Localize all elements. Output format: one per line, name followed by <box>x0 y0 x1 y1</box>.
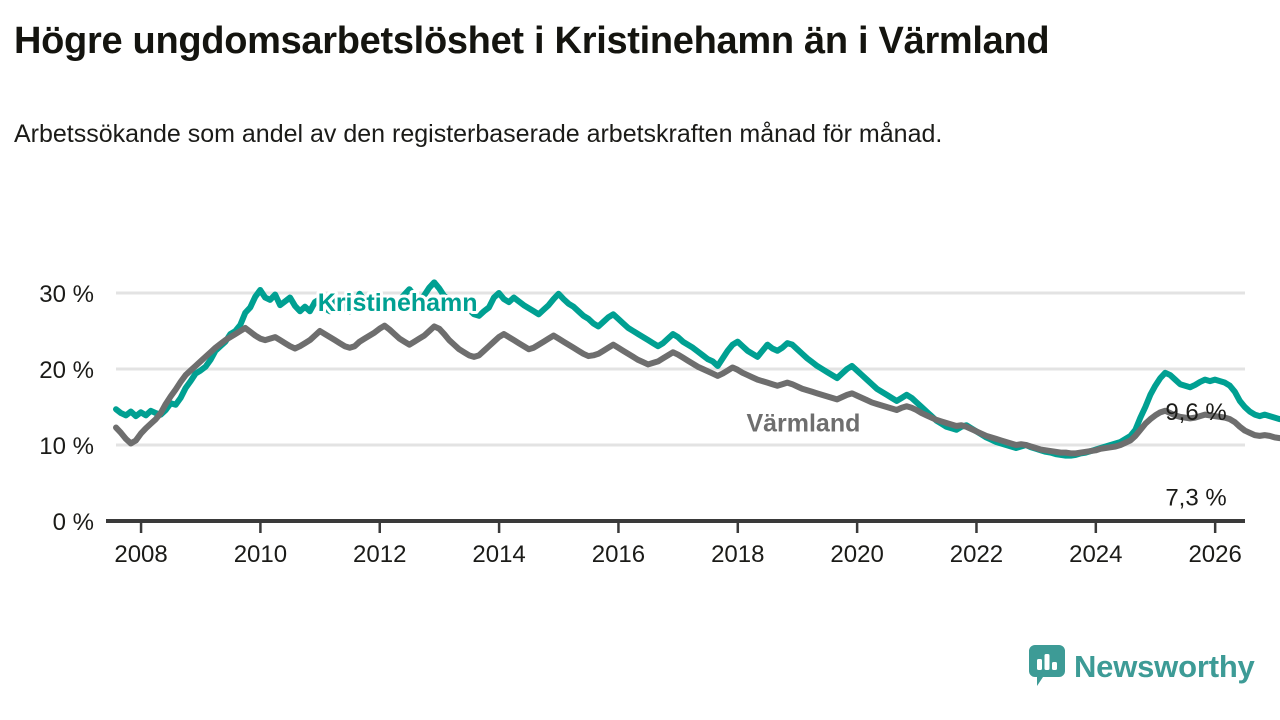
end-value-labels: 9,6 % 7,3 % <box>1165 399 1226 511</box>
page-title: Högre ungdomsarbetslöshet i Kristinehamn… <box>14 20 1050 62</box>
series-line-kristinehamn <box>113 279 1280 459</box>
chart-bubble-icon <box>1029 645 1065 686</box>
x-tick-label: 2010 <box>234 541 287 568</box>
line-chart: 0 % 10 % 20 % 30 % 2008 2010 2012 2014 2016 2018… <box>39 279 1280 568</box>
series-lines <box>113 279 1280 459</box>
y-tick-label: 20 % <box>39 357 94 384</box>
gridlines <box>116 291 1245 447</box>
x-tick-label: 2022 <box>950 541 1003 568</box>
series-label-värmland: Värmland <box>746 409 860 437</box>
series-labels: Kristinehamn Värmland <box>315 286 864 440</box>
page-subtitle: Arbetssökande som andel av den registerb… <box>14 120 943 148</box>
y-axis-ticks: 0 % 10 % 20 % 30 % <box>39 281 94 536</box>
y-tick-label: 30 % <box>39 281 94 308</box>
newsworthy-logo[interactable]: Newsworthy <box>1029 645 1255 687</box>
y-tick-label: 0 % <box>53 509 94 536</box>
end-value-secondary: 7,3 % <box>1165 485 1226 512</box>
x-tick-label: 2018 <box>711 541 764 568</box>
x-tick-label: 2008 <box>114 541 167 568</box>
x-tick-label: 2016 <box>592 541 645 568</box>
x-tick-label: 2020 <box>830 541 883 568</box>
series-line-värmland <box>113 322 1280 457</box>
logo-wordmark: Newsworthy <box>1074 648 1255 684</box>
x-tick-label: 2024 <box>1069 541 1122 568</box>
chart-container: 0 % 10 % 20 % 30 % 2008 2010 2012 2014 2016 2018… <box>0 240 1280 590</box>
y-tick-label: 10 % <box>39 433 94 460</box>
x-tick-label: 2026 <box>1188 541 1241 568</box>
series-label-kristinehamn: Kristinehamn <box>318 289 478 317</box>
x-tick-label: 2012 <box>353 541 406 568</box>
x-tick-label: 2014 <box>472 541 525 568</box>
x-axis-ticks: 2008 2010 2012 2014 2016 2018 2020 2022 2024 2026 <box>114 521 1242 568</box>
end-value-primary: 9,6 % <box>1165 399 1226 426</box>
